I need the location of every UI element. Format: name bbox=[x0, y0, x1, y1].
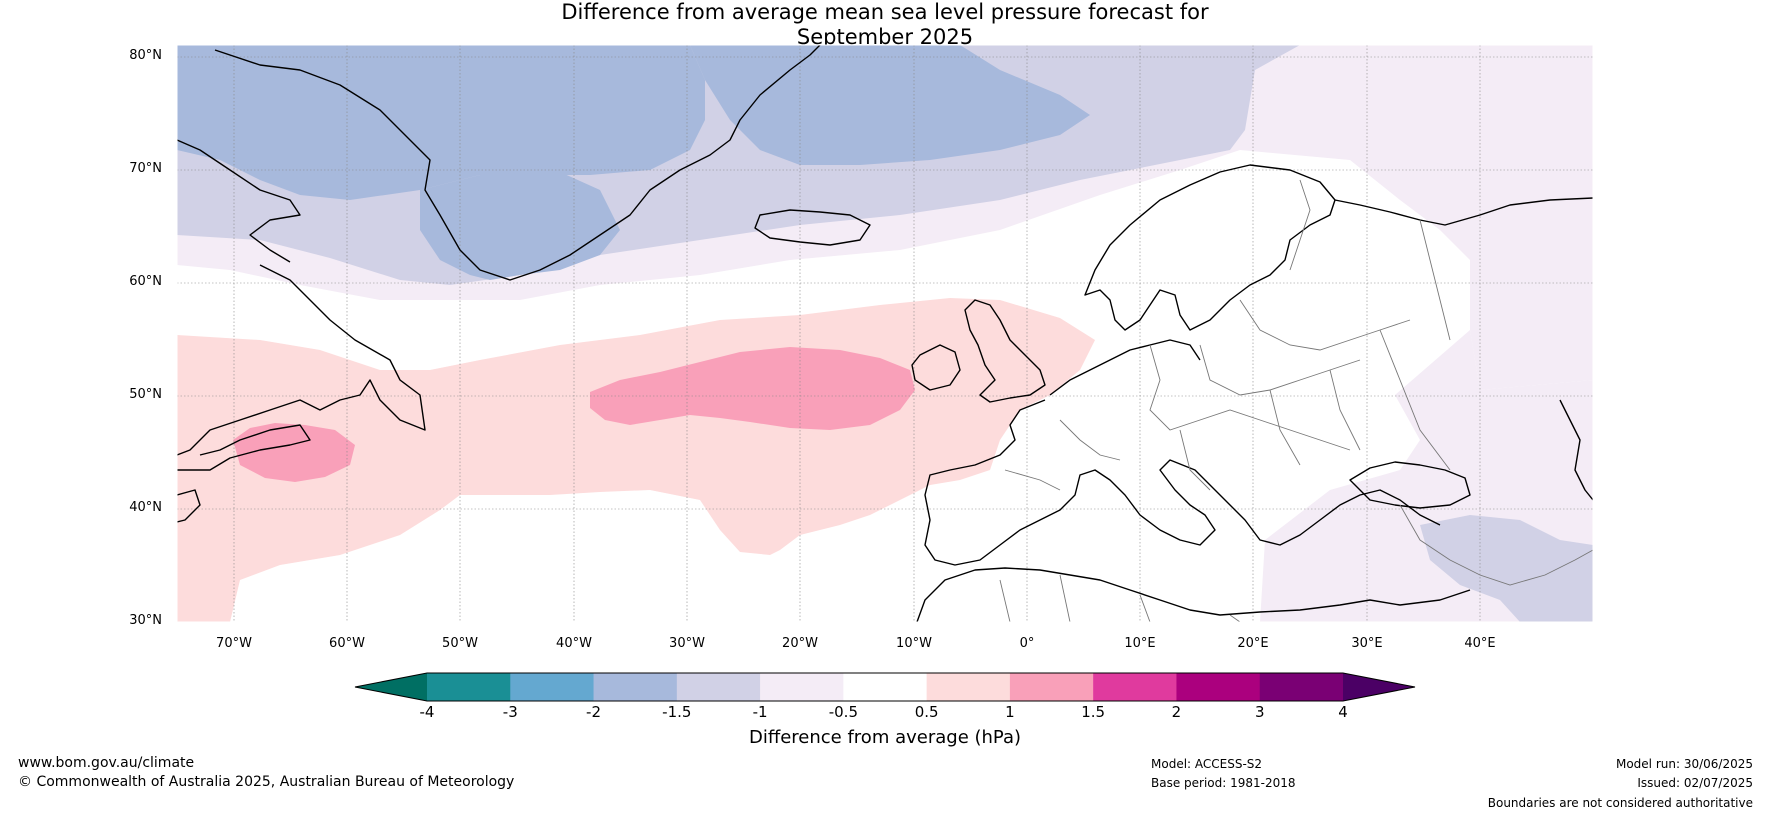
colorbar-tick-label: 3 bbox=[1254, 703, 1265, 721]
lon-label-30e: 30°E bbox=[1351, 636, 1383, 651]
lon-label-10e: 10°E bbox=[1124, 636, 1156, 651]
map-title-line1: Difference from average mean sea level p… bbox=[561, 0, 1209, 24]
lon-label-70w: 70°W bbox=[216, 636, 252, 651]
footer-website: www.bom.gov.au/climate bbox=[18, 755, 195, 771]
colorbar-tick-label: -2 bbox=[586, 703, 602, 721]
labrador-coast bbox=[177, 264, 426, 456]
colorbar-segment bbox=[510, 673, 595, 701]
western-europe-coast bbox=[924, 339, 1441, 566]
footer-model-run: Model run: 30/06/2025 bbox=[1615, 757, 1753, 771]
black-sea-coast bbox=[1349, 461, 1471, 509]
colorbar-tick-label: -1.5 bbox=[662, 703, 692, 721]
colorbar-tick-label: -4 bbox=[419, 703, 435, 721]
lat-label-80n: 80°N bbox=[129, 48, 162, 63]
lon-label-20e: 20°E bbox=[1237, 636, 1269, 651]
scandinavia-coast bbox=[1084, 164, 1336, 331]
colorbar-outline bbox=[354, 672, 1416, 702]
colorbar-extend-high bbox=[1343, 673, 1415, 701]
footer-model: Model: ACCESS-S2 bbox=[1151, 757, 1263, 771]
coastlines bbox=[177, 45, 1593, 622]
lon-label-40e: 40°E bbox=[1464, 636, 1496, 651]
colorbar-segment bbox=[427, 673, 511, 701]
lat-label-50n: 50°N bbox=[129, 387, 162, 402]
lat-label-40n: 40°N bbox=[129, 500, 162, 515]
north-africa-coast bbox=[916, 567, 1471, 622]
colorbar-segment bbox=[926, 673, 1011, 701]
colorbar-segment bbox=[760, 673, 844, 701]
footer-base-period: Base period: 1981-2018 bbox=[1151, 776, 1296, 790]
colorbar-segment bbox=[1259, 673, 1344, 701]
lon-label-0: 0° bbox=[1019, 636, 1035, 651]
arctic-russia-coast bbox=[1334, 197, 1593, 226]
colorbar-tick-label: -3 bbox=[502, 703, 518, 721]
colorbar-tick-label: 1 bbox=[1005, 703, 1015, 721]
lat-label-70n: 70°N bbox=[129, 161, 162, 176]
anomaly-band-minus-1.5-arctic bbox=[690, 45, 1090, 165]
anomaly-band-plus-1-novascotia bbox=[233, 423, 355, 482]
colorbar-tick-label: -1 bbox=[752, 703, 768, 721]
colorbar-tick-label: 1.5 bbox=[1081, 703, 1106, 721]
lat-label-30n: 30°N bbox=[129, 613, 162, 628]
caspian-coast bbox=[1559, 399, 1593, 501]
lon-label-20w: 20°W bbox=[782, 636, 818, 651]
map-title: Difference from average mean sea level p… bbox=[0, 0, 1770, 50]
map-plot-area bbox=[177, 45, 1593, 622]
colorbar-tick-label: -0.5 bbox=[828, 703, 858, 721]
anomaly-band-minus-1.5-greenland-south bbox=[420, 172, 620, 280]
colorbar-tick-label: 4 bbox=[1338, 703, 1348, 721]
lon-label-40w: 40°W bbox=[556, 636, 592, 651]
anomaly-band-minus-1.5-greenland bbox=[177, 45, 705, 200]
colorbar-title: Difference from average (hPa) bbox=[748, 727, 1022, 748]
us-east-coast bbox=[177, 424, 311, 523]
baffin-coast bbox=[177, 139, 301, 263]
footer-issued: Issued: 02/07/2025 bbox=[1637, 776, 1753, 790]
colorbar-segment bbox=[1009, 673, 1094, 701]
colorbar-segment bbox=[843, 673, 928, 701]
lon-label-50w: 50°W bbox=[442, 636, 478, 651]
country-borders bbox=[999, 179, 1593, 622]
colorbar-segment bbox=[676, 673, 761, 701]
iceland-coast bbox=[754, 209, 871, 246]
great-britain-coast bbox=[964, 299, 1046, 403]
anomaly-band-plus-1-atlantic bbox=[590, 347, 915, 430]
colorbar-segment bbox=[1176, 673, 1261, 701]
footer-copyright: © Commonwealth of Australia 2025, Austra… bbox=[18, 774, 515, 790]
colorbar-segment bbox=[593, 673, 678, 701]
lon-label-60w: 60°W bbox=[329, 636, 365, 651]
colorbar-segment bbox=[1093, 673, 1177, 701]
colorbar-extend-low bbox=[355, 673, 427, 701]
footer-disclaimer: Boundaries are not considered authoritat… bbox=[1487, 796, 1753, 810]
greenland-coast bbox=[214, 45, 821, 281]
lon-label-10w: 10°W bbox=[896, 636, 932, 651]
lat-label-60n: 60°N bbox=[129, 274, 162, 289]
colorbar-tick-label: 2 bbox=[1171, 703, 1182, 721]
ireland-coast bbox=[911, 344, 961, 391]
colorbar-tick-label: 0.5 bbox=[914, 703, 939, 721]
lon-label-30w: 30°W bbox=[669, 636, 705, 651]
anomaly-band-minus-1-southeast bbox=[1420, 515, 1593, 622]
